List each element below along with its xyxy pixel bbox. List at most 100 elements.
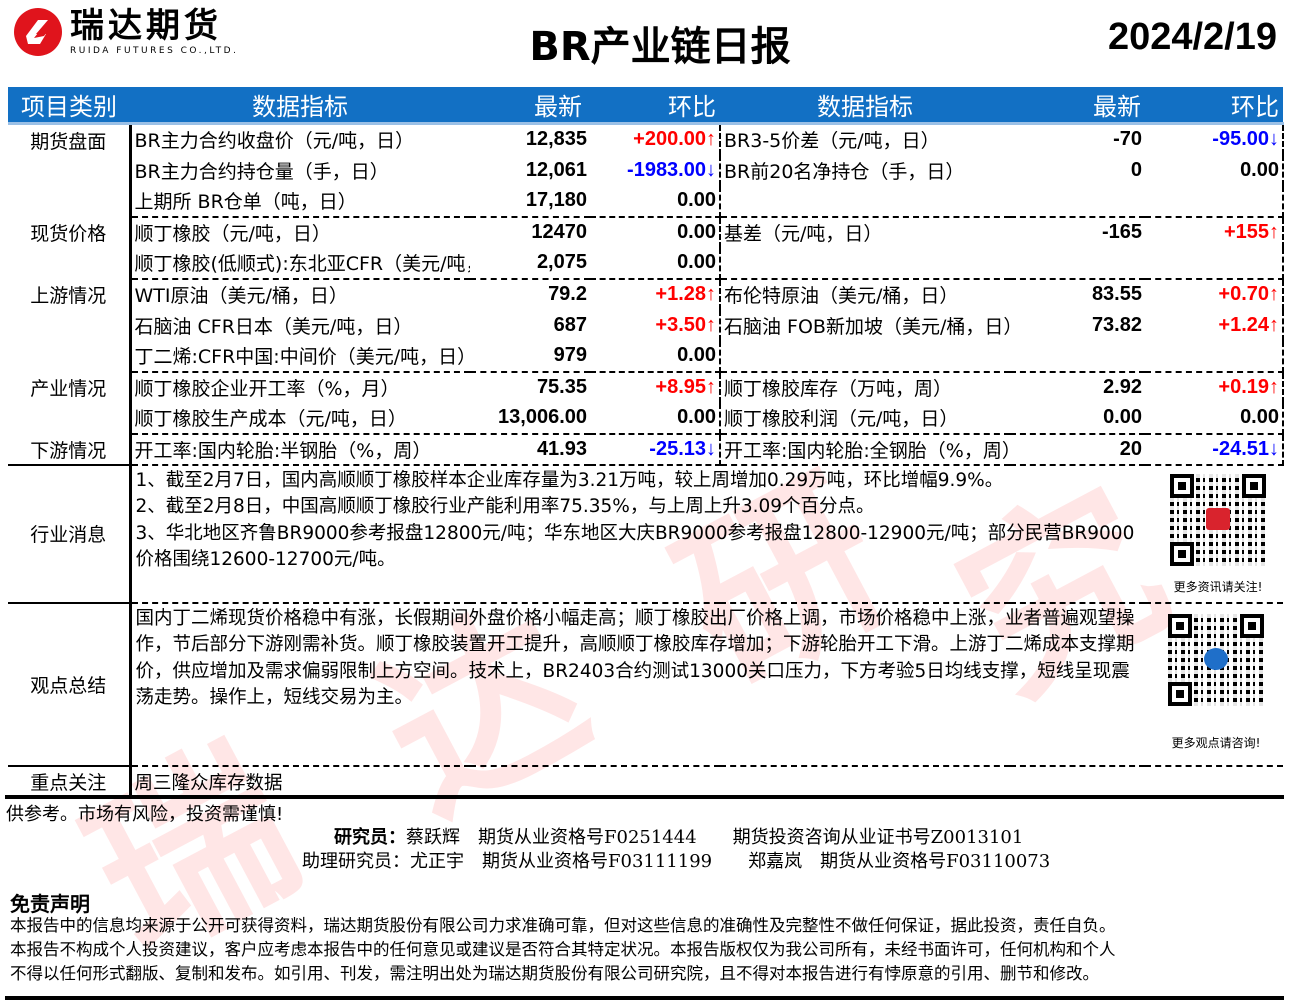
change-value: -1983.00↓: [590, 154, 721, 186]
category-label: 下游情况: [8, 433, 132, 466]
indicator-name: 顺丁橡胶利润（元/吨，日）: [720, 402, 1010, 435]
latest-value: 17,180: [470, 185, 590, 218]
latest-value: 0.00: [1010, 402, 1145, 435]
change-value: +1.28↑: [590, 278, 721, 310]
risk-warning: 供参考。市场有风险，投资需谨慎!: [6, 804, 284, 825]
category-label: 期货盘面: [8, 123, 132, 217]
change-value: 0.00: [1145, 154, 1284, 186]
indicator-name: 布伦特原油（美元/桶，日）: [724, 285, 959, 307]
indicator-name: BR主力合约收盘价（元/吨，日）: [134, 130, 415, 153]
table-row: 石脑油 CFR日本（美元/吨，日） 687 +3.50↑ 石脑油 FOB新加坡（美元/…: [8, 309, 1284, 341]
table-row: 现货价格 顺丁橡胶（元/吨，日） 12470 0.00 基差（元/吨，日） -165 +15…: [8, 216, 1284, 279]
header-indicator: 数据指标: [130, 87, 470, 125]
qr-code-icon: [1170, 473, 1266, 566]
category-label: 产业情况: [8, 371, 132, 434]
latest-value: 0: [1130, 158, 1142, 181]
latest-value: 79.2: [548, 283, 587, 305]
change-value: 0.00: [590, 216, 721, 248]
ruida-logo-icon: [14, 8, 62, 56]
category-label: 重点关注: [8, 765, 132, 797]
latest-value: 13,006.00: [470, 402, 590, 435]
latest-value: -165: [1101, 221, 1142, 243]
header-latest-2: 最新: [1010, 87, 1145, 125]
indicator-name: 丁二烯:CFR中国:中间价（美元/吨，日）: [130, 340, 470, 373]
latest-value: 12470: [531, 221, 587, 243]
table-row: 期货盘面 BR主力合约收盘价（元/吨，日） 12,835 +200.00↑ BR3-5价…: [8, 123, 1284, 217]
table-row: BR主力合约持仓量（手，日） 12,061 -1983.00↓ BR前20名净持仓（手…: [8, 154, 1284, 186]
summary-text: 国内丁二烯现货价格稳中有涨，长假期间外盘价格小幅走高；顺丁橡胶出厂价格上调，市场…: [135, 607, 1135, 709]
indicator-name: 开工率:国内轮胎:半钢胎（%，周）: [130, 433, 470, 466]
qr-code-news: 更多资讯请关注!: [1163, 473, 1273, 601]
indicator-name: BR主力合约持仓量（手，日）: [134, 160, 389, 183]
change-value: +0.70↑: [1145, 278, 1284, 310]
category-label: 行业消息: [8, 464, 132, 604]
change-value: 0.00: [590, 340, 721, 373]
report-date: 2024/2/19: [1107, 16, 1277, 58]
latest-value: 12,061: [525, 158, 587, 181]
indicator-name: 基差（元/吨，日）: [724, 223, 883, 245]
researcher-info: 研究员：蔡跃辉 期货从业资格号F0251444 期货投资咨询从业证书号Z0013…: [334, 827, 1024, 848]
change-value: [1145, 185, 1284, 218]
change-value: 0.00: [590, 402, 721, 435]
change-value: +8.95↑: [590, 371, 721, 403]
divider: [5, 996, 1284, 1000]
data-table: 项目类别 数据指标 最新 环比 数据指标 最新 环比 期货盘面 BR主力合约收盘价…: [8, 87, 1284, 797]
latest-value: 2.92: [1103, 376, 1142, 398]
latest-value: 12,835: [525, 128, 587, 151]
latest-value: [1010, 340, 1145, 373]
change-value: 0.00: [1145, 402, 1284, 435]
header-latest: 最新: [470, 87, 590, 125]
indicator-name: 顺丁橡胶企业开工率（%，月）: [134, 378, 400, 400]
latest-value: 83.55: [1091, 283, 1142, 305]
report-title: BR产业链日报: [529, 24, 791, 70]
assistant-info: 助理研究员：尤正宇 期货从业资格号F03111199 郑嘉岚 期货从业资格号F0…: [302, 851, 1051, 872]
indicator-name: [720, 340, 1010, 373]
indicator-name: 石脑油 CFR日本（美元/吨，日）: [134, 315, 413, 338]
indicator-name: BR3-5价差（元/吨，日）: [724, 130, 940, 153]
header-change: 环比: [590, 87, 720, 125]
table-row: 下游情况 开工率:国内轮胎:半钢胎（%，周） 41.93 -25.13↓ 开工率:国内轮…: [8, 433, 1284, 466]
table-row: 上期所 BR仓单（吨，日） 17,180 0.00: [8, 185, 1284, 218]
news-line: 3、华北地区齐鲁BR9000参考报盘12800元/吨；华东地区大庆BR9000参…: [135, 522, 1135, 571]
indicator-name: 顺丁橡胶（元/吨，日）: [134, 223, 331, 245]
news-line: 1、截至2月7日，国内高顺顺丁橡胶样本企业库存量为3.21万吨，较上周增加0.2…: [135, 469, 1004, 491]
focus-row: 重点关注 周三隆众库存数据: [8, 765, 1283, 797]
indicator-name: [720, 247, 1010, 280]
news-row: 行业消息 1、截至2月7日，国内高顺顺丁橡胶样本企业库存量为3.21万吨，较上周…: [8, 464, 1283, 604]
qr-code-icon: [1168, 613, 1264, 706]
disclaimer-title: 免责声明: [10, 892, 90, 916]
change-value: -95.00↓: [1145, 123, 1284, 155]
change-value: +155↑: [1145, 216, 1284, 248]
latest-value: 687: [553, 313, 587, 336]
table-row: 顺丁橡胶(低顺式):东北亚CFR（美元/吨， 2,075 0.00: [8, 247, 1284, 280]
summary-row: 观点总结 国内丁二烯现货价格稳中有涨，长假期间外盘价格小幅走高；顺丁橡胶出厂价格…: [8, 602, 1283, 767]
indicator-name: [720, 185, 1010, 218]
category-label: 观点总结: [8, 602, 132, 767]
indicator-name: 上期所 BR仓单（吨，日）: [130, 185, 470, 218]
header-indicator-2: 数据指标: [720, 87, 1010, 125]
table-row: 产业情况 顺丁橡胶企业开工率（%，月） 75.35 +8.95↑ 顺丁橡胶库存（万吨，周…: [8, 371, 1284, 434]
indicator-name: 顺丁橡胶(低顺式):东北亚CFR（美元/吨，: [130, 247, 470, 280]
table-row: 上游情况 WTI原油（美元/桶，日） 79.2 +1.28↑ 布伦特原油（美元/桶，日）…: [8, 278, 1284, 372]
change-value: -25.13↓: [590, 433, 721, 466]
indicator-name: 石脑油 FOB新加坡（美元/桶，日）: [724, 315, 1010, 338]
change-value: -24.51↓: [1145, 433, 1284, 466]
latest-value: 73.82: [1091, 313, 1142, 336]
change-value: +3.50↑: [590, 309, 721, 341]
divider: [5, 795, 1284, 799]
latest-value: 75.35: [536, 376, 587, 398]
qr-code-summary: 更多观点请咨询!: [1161, 613, 1271, 757]
company-logo: 瑞达期货 RUIDA FUTURES CO.,LTD.: [12, 6, 238, 58]
indicator-name: 顺丁橡胶生产成本（元/吨，日）: [130, 402, 470, 435]
table-row: 顺丁橡胶生产成本（元/吨，日） 13,006.00 0.00 顺丁橡胶利润（元/吨，日…: [8, 402, 1284, 435]
change-value: 0.00: [590, 247, 721, 280]
latest-value: 20: [1010, 433, 1145, 466]
category-label: 现货价格: [8, 216, 132, 279]
table-row: 丁二烯:CFR中国:中间价（美元/吨，日） 979 0.00: [8, 340, 1284, 373]
latest-value: -70: [1113, 128, 1142, 151]
latest-value: 2,075: [470, 247, 590, 280]
change-value: [1145, 340, 1284, 373]
category-label: 上游情况: [8, 278, 132, 372]
indicator-name: BR前20名净持仓（手，日）: [724, 160, 965, 183]
change-value: +1.24↑: [1145, 309, 1284, 341]
